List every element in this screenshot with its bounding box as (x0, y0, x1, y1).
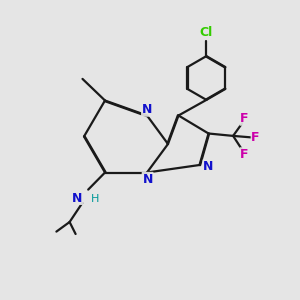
Text: F: F (240, 112, 249, 125)
Text: F: F (240, 148, 249, 161)
Text: N: N (142, 172, 153, 186)
Text: N: N (142, 103, 152, 116)
Text: N: N (203, 160, 214, 173)
Text: H: H (91, 194, 99, 204)
Text: N: N (72, 191, 83, 205)
Text: Cl: Cl (200, 26, 213, 39)
Text: F: F (251, 131, 260, 144)
